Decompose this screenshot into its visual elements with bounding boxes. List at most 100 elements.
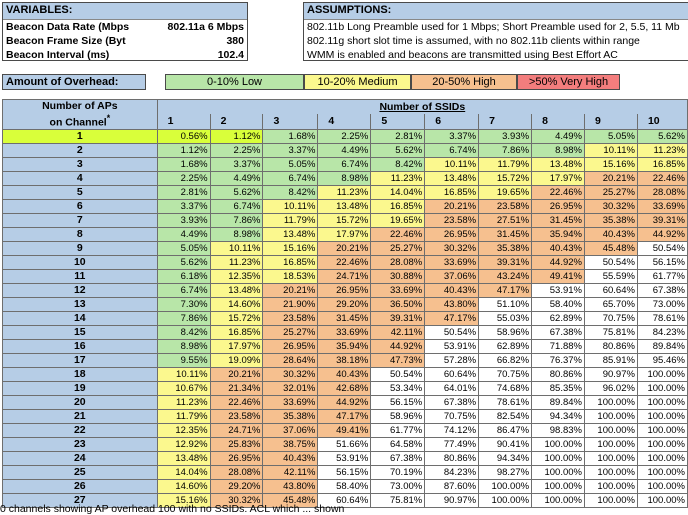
overhead-cell[interactable]: 60.64% (584, 282, 638, 298)
ap-count-cell[interactable]: 11 (2, 268, 158, 284)
ap-count-cell[interactable]: 25 (2, 464, 158, 480)
overhead-cell[interactable]: 43.24% (478, 268, 533, 284)
overhead-cell[interactable]: 22.46% (370, 226, 426, 242)
overhead-cell[interactable]: 28.08% (209, 464, 264, 480)
overhead-cell[interactable]: 16.85% (370, 198, 426, 214)
overhead-cell[interactable]: 100.00% (636, 394, 688, 410)
overhead-cell[interactable]: 70.75% (424, 408, 480, 424)
ap-count-cell[interactable]: 15 (2, 324, 158, 340)
overhead-cell[interactable]: 8.98% (156, 338, 211, 354)
overhead-cell[interactable]: 100.00% (531, 450, 585, 466)
overhead-cell[interactable]: 5.62% (636, 128, 688, 144)
overhead-cell[interactable]: 38.75% (262, 436, 319, 452)
overhead-cell[interactable]: 33.69% (636, 198, 688, 214)
overhead-cell[interactable]: 20.21% (317, 240, 372, 256)
overhead-cell[interactable]: 17.97% (531, 170, 585, 186)
overhead-cell[interactable]: 35.94% (531, 226, 585, 242)
overhead-cell[interactable]: 13.48% (156, 450, 211, 466)
overhead-cell[interactable]: 39.31% (370, 310, 426, 326)
overhead-cell[interactable]: 94.34% (478, 450, 533, 466)
overhead-cell[interactable]: 100.00% (636, 366, 688, 382)
ap-count-cell[interactable]: 2 (2, 142, 158, 158)
overhead-cell[interactable]: 29.20% (317, 296, 372, 312)
overhead-cell[interactable]: 3.93% (478, 128, 533, 144)
overhead-cell[interactable]: 77.49% (424, 436, 480, 452)
overhead-cell[interactable]: 64.58% (370, 436, 426, 452)
overhead-cell[interactable]: 70.75% (584, 310, 638, 326)
overhead-cell[interactable]: 2.25% (209, 142, 264, 158)
overhead-cell[interactable]: 86.47% (478, 422, 533, 438)
overhead-cell[interactable]: 40.43% (262, 450, 319, 466)
ap-count-cell[interactable]: 20 (2, 394, 158, 410)
overhead-cell[interactable]: 78.61% (636, 310, 688, 326)
ap-count-cell[interactable]: 4 (2, 170, 158, 186)
overhead-cell[interactable]: 58.96% (370, 408, 426, 424)
overhead-cell[interactable]: 23.58% (424, 212, 480, 228)
ap-count-cell[interactable]: 9 (2, 240, 158, 256)
overhead-cell[interactable]: 33.69% (262, 394, 319, 410)
overhead-cell[interactable]: 8.98% (317, 170, 372, 186)
overhead-cell[interactable]: 100.00% (531, 492, 585, 508)
overhead-cell[interactable]: 51.10% (478, 296, 533, 312)
overhead-cell[interactable]: 26.95% (531, 198, 585, 214)
overhead-cell[interactable]: 44.92% (531, 254, 585, 270)
overhead-cell[interactable]: 6.74% (156, 282, 211, 298)
overhead-cell[interactable]: 19.65% (370, 212, 426, 228)
ap-count-cell[interactable]: 23 (2, 436, 158, 452)
overhead-cell[interactable]: 19.09% (209, 352, 264, 368)
overhead-cell[interactable]: 95.46% (636, 352, 688, 368)
overhead-cell[interactable]: 26.95% (317, 282, 372, 298)
ap-count-cell[interactable]: 14 (2, 310, 158, 326)
overhead-cell[interactable]: 13.48% (531, 156, 585, 172)
ap-count-cell[interactable]: 12 (2, 282, 158, 298)
overhead-cell[interactable]: 90.41% (478, 436, 533, 452)
overhead-cell[interactable]: 15.16% (584, 156, 638, 172)
overhead-cell[interactable]: 12.35% (209, 268, 264, 284)
overhead-cell[interactable]: 8.42% (262, 184, 319, 200)
overhead-cell[interactable]: 58.40% (317, 478, 372, 494)
overhead-cell[interactable]: 40.43% (584, 226, 638, 242)
overhead-cell[interactable]: 10.11% (156, 366, 211, 382)
overhead-cell[interactable]: 11.23% (156, 394, 211, 410)
overhead-cell[interactable]: 90.97% (424, 492, 480, 508)
overhead-cell[interactable]: 85.35% (531, 380, 585, 396)
overhead-cell[interactable]: 37.06% (262, 422, 319, 438)
overhead-cell[interactable]: 66.82% (478, 352, 533, 368)
overhead-cell[interactable]: 1.12% (156, 142, 211, 158)
overhead-cell[interactable]: 4.49% (156, 226, 211, 242)
ap-count-cell[interactable]: 16 (2, 338, 158, 354)
overhead-cell[interactable]: 7.86% (209, 212, 264, 228)
overhead-cell[interactable]: 9.55% (156, 352, 211, 368)
overhead-cell[interactable]: 36.50% (370, 296, 426, 312)
overhead-cell[interactable]: 100.00% (636, 422, 688, 438)
overhead-cell[interactable]: 47.73% (370, 352, 426, 368)
ap-count-cell[interactable]: 24 (2, 450, 158, 466)
overhead-cell[interactable]: 67.38% (636, 282, 688, 298)
overhead-cell[interactable]: 22.46% (636, 170, 688, 186)
overhead-cell[interactable]: 2.81% (370, 128, 426, 144)
overhead-cell[interactable]: 100.00% (636, 408, 688, 424)
overhead-cell[interactable]: 100.00% (478, 492, 533, 508)
overhead-cell[interactable]: 64.01% (424, 380, 480, 396)
overhead-cell[interactable]: 98.27% (478, 464, 533, 480)
overhead-cell[interactable]: 30.32% (209, 492, 264, 508)
overhead-cell[interactable]: 17.97% (209, 338, 264, 354)
overhead-cell[interactable]: 80.86% (584, 338, 638, 354)
overhead-cell[interactable]: 31.45% (478, 226, 533, 242)
overhead-cell[interactable]: 31.45% (531, 212, 585, 228)
overhead-cell[interactable]: 14.60% (156, 478, 211, 494)
overhead-cell[interactable]: 45.48% (584, 240, 638, 256)
overhead-cell[interactable]: 33.69% (370, 282, 426, 298)
overhead-cell[interactable]: 11.79% (478, 156, 533, 172)
overhead-cell[interactable]: 11.79% (156, 408, 211, 424)
overhead-cell[interactable]: 26.95% (424, 226, 480, 242)
overhead-cell[interactable]: 8.98% (531, 142, 585, 158)
overhead-cell[interactable]: 100.00% (584, 408, 638, 424)
overhead-cell[interactable]: 6.74% (317, 156, 372, 172)
overhead-cell[interactable]: 44.92% (636, 226, 688, 242)
overhead-cell[interactable]: 100.00% (636, 464, 688, 480)
overhead-cell[interactable]: 40.43% (317, 366, 372, 382)
overhead-cell[interactable]: 45.48% (262, 492, 319, 508)
overhead-cell[interactable]: 11.23% (370, 170, 426, 186)
overhead-cell[interactable]: 20.21% (262, 282, 319, 298)
